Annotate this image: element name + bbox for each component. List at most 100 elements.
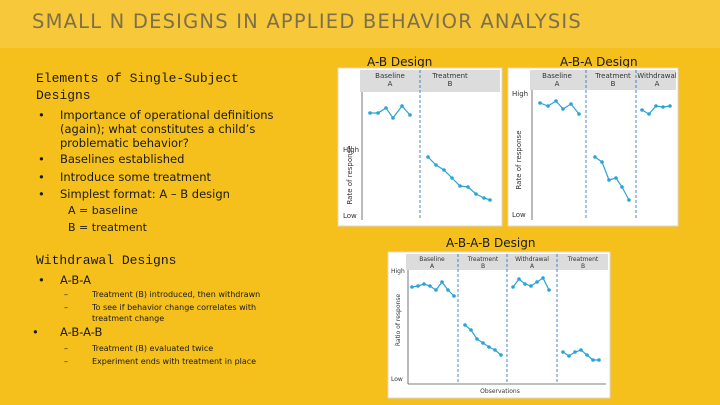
x-axis-label: Observations bbox=[480, 388, 520, 395]
trend-point bbox=[668, 104, 672, 108]
bullet: • Importance of operational definitions (… bbox=[38, 108, 274, 150]
high-label: High bbox=[512, 90, 528, 98]
title-band bbox=[0, 0, 720, 48]
trend-point bbox=[554, 99, 558, 103]
bullet-text: A-B-A bbox=[60, 273, 92, 287]
trend-point bbox=[627, 198, 631, 202]
trend-point bbox=[517, 277, 521, 281]
trend-point bbox=[446, 288, 450, 292]
trend-point bbox=[593, 155, 597, 159]
trend-point bbox=[428, 284, 432, 288]
figure-frame bbox=[387, 251, 611, 399]
phase-name: Baseline bbox=[375, 72, 405, 80]
trend-point bbox=[475, 337, 479, 341]
trend-point bbox=[597, 358, 601, 362]
bullet-text: Simplest format: A – B design bbox=[60, 187, 230, 201]
bullet: • A-B-A-B bbox=[32, 325, 103, 339]
trend-point bbox=[442, 168, 446, 172]
phase-name: Treatment bbox=[594, 72, 631, 80]
sub-bullet-text: Experiment ends with treatment in place bbox=[92, 357, 257, 366]
phase-letter: B bbox=[481, 263, 485, 270]
trend-point bbox=[561, 350, 565, 354]
figure-title: A-B Design bbox=[367, 55, 433, 69]
bullet-text: Baselines established bbox=[60, 152, 185, 166]
bullet: • Simplest format: A – B design bbox=[38, 187, 230, 201]
trend-point bbox=[591, 358, 595, 362]
trend-point bbox=[450, 176, 454, 180]
phase-band bbox=[530, 70, 676, 90]
trend-point bbox=[569, 102, 573, 106]
sub-bullet: – Treatment (B) introduced, then withdraw… bbox=[64, 290, 261, 299]
phase-letter: A bbox=[530, 263, 535, 270]
phase-letter: A bbox=[430, 263, 435, 270]
trend-point bbox=[493, 348, 497, 352]
trend-point bbox=[368, 111, 372, 115]
trend-point bbox=[561, 107, 565, 111]
phase-letter: B bbox=[611, 80, 616, 88]
trend-point bbox=[400, 104, 404, 108]
phase-letter: B bbox=[448, 80, 453, 88]
trend-point bbox=[538, 101, 542, 105]
trend-point bbox=[577, 112, 581, 116]
trend-point bbox=[546, 104, 550, 108]
figure-title: A-B-A-B Design bbox=[446, 236, 536, 250]
high-label: High bbox=[343, 146, 359, 154]
phase-letter: A bbox=[388, 80, 393, 88]
trend-point bbox=[440, 280, 444, 284]
bullet: • Introduce some treatment bbox=[38, 170, 211, 184]
trend-point bbox=[573, 350, 577, 354]
phase-name: Treatment bbox=[467, 256, 499, 263]
trend-point bbox=[529, 284, 533, 288]
bullet: • Baselines established bbox=[38, 152, 185, 166]
trend-point bbox=[408, 113, 412, 117]
trend-point bbox=[499, 353, 503, 357]
trend-point bbox=[452, 294, 456, 298]
trend-point bbox=[482, 196, 486, 200]
phase-name: Withdrawal bbox=[515, 256, 549, 263]
trend-point bbox=[567, 354, 571, 358]
sub-bullet: – To see if behavior change correlates wi… bbox=[64, 303, 257, 323]
note: A = baseline bbox=[68, 204, 138, 217]
low-label: Low bbox=[343, 212, 357, 220]
phase-letter: A bbox=[655, 80, 660, 88]
trend-point bbox=[614, 176, 618, 180]
trend-point bbox=[640, 108, 644, 112]
trend-point bbox=[511, 285, 515, 289]
trend-point bbox=[481, 341, 485, 345]
low-label: Low bbox=[512, 211, 526, 219]
phase-letter: B bbox=[581, 263, 585, 270]
trend-point bbox=[541, 276, 545, 280]
trend-point bbox=[661, 105, 665, 109]
y-axis-label: Ratio of response bbox=[395, 294, 402, 347]
y-axis-label: Rate of response bbox=[515, 130, 523, 189]
trend-point bbox=[410, 285, 414, 289]
trend-point bbox=[600, 160, 604, 164]
trend-point bbox=[547, 288, 551, 292]
trend-point bbox=[647, 112, 651, 116]
phase-name: Withdrawal bbox=[637, 72, 677, 80]
note: B = treatment bbox=[68, 221, 147, 234]
phase-letter: A bbox=[555, 80, 560, 88]
phase-name: Treatment bbox=[431, 72, 468, 80]
trend-point bbox=[426, 155, 430, 159]
section-heading: Withdrawal Designs bbox=[36, 253, 177, 268]
sub-bullet: – Treatment (B) evaluated twice bbox=[64, 344, 214, 353]
sub-bullet-text: Treatment (B) introduced, then withdrawn bbox=[92, 290, 261, 299]
bullet: • A-B-A bbox=[38, 273, 92, 287]
trend-point bbox=[466, 185, 470, 189]
bullet-text: A-B-A-B bbox=[60, 325, 103, 339]
trend-point bbox=[384, 106, 388, 110]
high-label: High bbox=[391, 268, 405, 275]
slide-title: SMALL N DESIGNS IN APPLIED BEHAVIOR ANAL… bbox=[32, 10, 582, 33]
trend-point bbox=[376, 111, 380, 115]
trend-point bbox=[620, 185, 624, 189]
trend-point bbox=[434, 163, 438, 167]
trend-point bbox=[469, 328, 473, 332]
bullet-text: Introduce some treatment bbox=[60, 170, 211, 184]
bullet-text: Importance of operational definitions (a… bbox=[60, 108, 274, 150]
section-heading: Elements of Single-Subject Designs bbox=[36, 71, 239, 103]
trend-point bbox=[458, 184, 462, 188]
trend-point bbox=[535, 280, 539, 284]
